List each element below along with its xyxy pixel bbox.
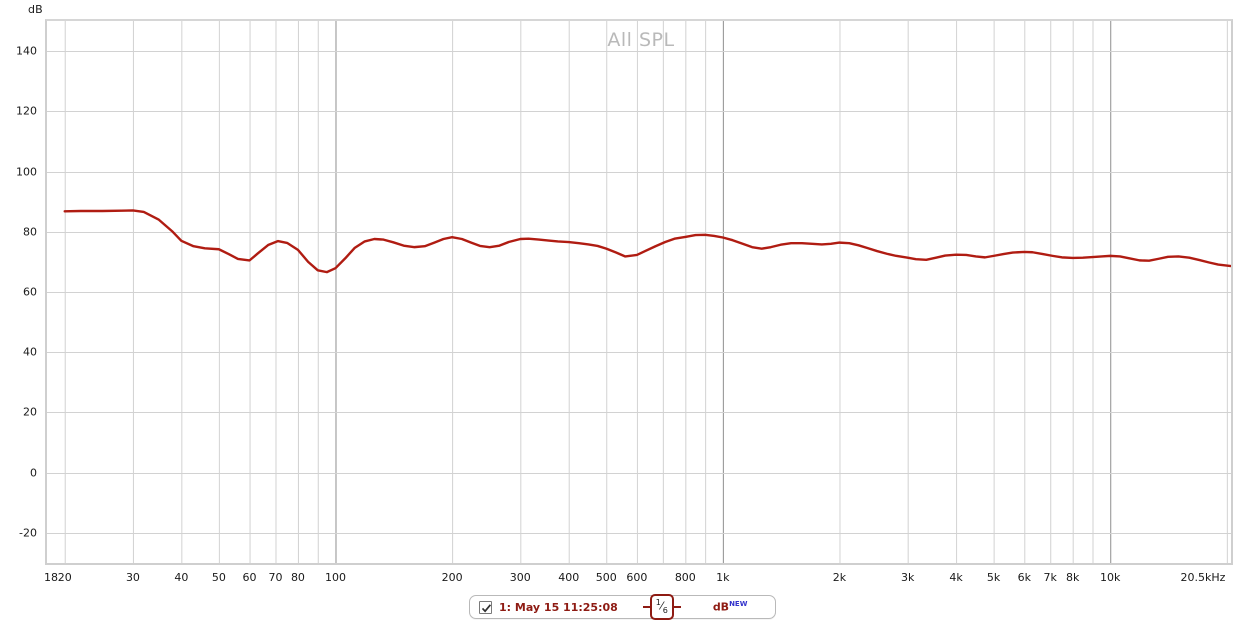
measurement-visibility-checkbox[interactable]	[479, 600, 492, 614]
y-tick-label: -20	[19, 526, 37, 540]
x-tick-label: 4k	[949, 571, 963, 584]
smoothing-left-connector	[642, 606, 650, 608]
x-tick-label: 18	[44, 571, 58, 584]
x-tick-label: 80	[290, 571, 305, 584]
x-tick-label: 1k	[716, 571, 730, 584]
x-tick-label: 800	[674, 571, 696, 584]
x-tick-label: 20	[57, 571, 72, 584]
x-tick-label: 10k	[1100, 571, 1121, 584]
y-tick-label: 120	[16, 104, 37, 118]
legend-units-badge: NEW	[729, 600, 748, 609]
x-axis-tick-labels: 18 20 30 40 50 60 70 80 100 200 300 400 500 600 800 1k 2…	[44, 571, 1233, 591]
x-tick-label: 2k	[832, 571, 847, 584]
spl-trace	[63, 209, 1231, 274]
x-tick-label: 50	[211, 571, 226, 584]
x-tick-label: 40	[174, 571, 189, 584]
y-tick-label: 140	[16, 44, 37, 58]
x-tick-label: 3k	[900, 571, 915, 584]
y-tick-label: 80	[23, 225, 37, 239]
smoothing-right-connector	[673, 606, 681, 608]
y-tick-label: 20	[23, 405, 37, 419]
x-tick-label: 200	[441, 571, 463, 584]
legend-measurement-label[interactable]: 1: May 15 11:25:08	[499, 600, 618, 614]
x-tick-label: 500	[595, 571, 617, 584]
smoothing-numerator: 1	[655, 598, 661, 608]
smoothing-denominator: 6	[662, 605, 668, 615]
y-axis-unit-label: dB	[28, 3, 43, 16]
smoothing-control[interactable]: 1⁄6	[642, 594, 681, 620]
spl-plot-svg	[47, 21, 1231, 563]
y-tick-label: 60	[23, 285, 37, 299]
plot-frame[interactable]: All SPL	[45, 19, 1233, 565]
checkmark-icon	[481, 603, 492, 612]
smoothing-badge[interactable]: 1⁄6	[649, 594, 674, 620]
x-tick-label: 20.5kHz	[1180, 571, 1226, 584]
x-tick-label: 300	[509, 571, 531, 584]
x-tick-label: 7k	[1043, 571, 1057, 584]
x-tick-label: 600	[626, 571, 648, 584]
x-tick-label: 5k	[986, 571, 1001, 584]
x-tick-label: 100	[324, 571, 346, 584]
y-tick-label: 0	[30, 466, 37, 480]
x-tick-label: 400	[558, 571, 580, 584]
y-tick-label: 100	[16, 165, 37, 179]
y-axis-tick-labels: 140 120 100 80 60 40 20 0 -20	[0, 19, 41, 565]
y-tick-label: 40	[23, 345, 37, 359]
plot-area[interactable]: All SPL	[47, 21, 1235, 567]
x-tick-label: 60	[242, 571, 257, 584]
x-tick-label: 30	[125, 571, 140, 584]
legend-bar[interactable]: 1: May 15 11:25:08 1⁄6 dBNEW	[469, 594, 776, 620]
x-tick-label: 70	[268, 571, 283, 584]
legend-units[interactable]: dBNEW	[713, 600, 748, 614]
legend-units-label: dB	[712, 600, 730, 614]
x-tick-label: 8k	[1066, 571, 1080, 584]
x-tick-label: 6k	[1017, 571, 1031, 584]
